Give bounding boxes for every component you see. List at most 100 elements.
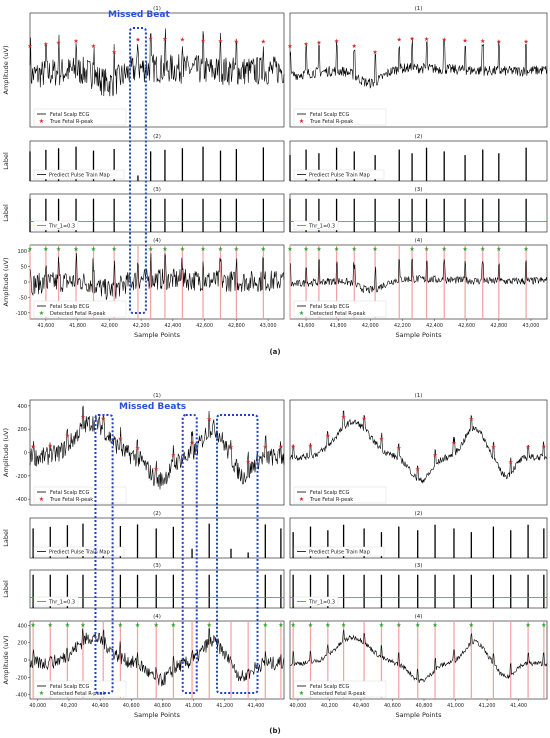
chart-b-right-panel-1-true-peak-marker: ★ bbox=[290, 444, 295, 451]
chart-a-right-panel-4-detected-peak-marker: ★ bbox=[287, 246, 292, 253]
chart-b-left-panel-3-ylabel: Label bbox=[2, 580, 10, 598]
chart-b-left-panel-4-legend-label: Detected Fetal R-peak bbox=[50, 691, 106, 697]
chart-a-missed-beat-box bbox=[129, 27, 147, 314]
chart-b-left-panel-4-ytick-label: -200 bbox=[16, 675, 27, 681]
chart-b-left-panel-4-ytick-label: 200 bbox=[17, 641, 27, 647]
chart-b-right-panel-1-true-peak-marker: ★ bbox=[541, 444, 546, 451]
chart-a-left-panel-4-ytick-label: -50 bbox=[19, 295, 27, 301]
chart-b-left-panel-4-xtick-label: 40,000 bbox=[29, 703, 46, 709]
chart-b-left-panel-1-ylabel: Amplitude (uV) bbox=[2, 428, 10, 477]
chart-a-left-panel-1-ecg-series bbox=[29, 28, 285, 97]
chart-b-right-panel-4-legend-label: Fetal Scalp ECG bbox=[310, 684, 349, 690]
chart-b-right-panel-4-detected-peak-marker: ★ bbox=[432, 622, 437, 629]
chart-b-left-panel-4-ylabel: Amplitude (uV) bbox=[2, 635, 10, 684]
chart-a-left-panel-4-detected-peak-marker: ★ bbox=[200, 246, 205, 253]
chart-b-left-panel-4-xtick-label: 41,200 bbox=[216, 703, 233, 709]
chart-b-left-panel-1-true-peak-marker: ★ bbox=[101, 416, 106, 423]
chart-a-right-panel-4-xtick-label: 41,800 bbox=[330, 323, 347, 329]
chart-b-left-panel-4-detected-peak-marker: ★ bbox=[154, 622, 159, 629]
chart-b-right-panel-3-legend-label: Thr_1=0.3 bbox=[308, 600, 335, 606]
chart-a-left-panel-4-detected-peak-marker: ★ bbox=[261, 246, 266, 253]
chart-b-left-panel-2-ylabel: Label bbox=[2, 529, 10, 547]
chart-a-right-panel-1-true-peak-marker: ★ bbox=[409, 35, 414, 42]
chart-a-right-panel-2-legend-label: Prediect Pulse Train Map bbox=[309, 173, 370, 179]
chart-b-left-panel-1-legend-box bbox=[33, 486, 127, 504]
chart-b-left-panel-1-true-peak-marker: ★ bbox=[171, 452, 176, 459]
chart-b-left-panel-2-title: (2) bbox=[153, 511, 161, 517]
chart-b-right-panel-2-legend-label: Prediect Pulse Train Map bbox=[309, 550, 370, 556]
chart-b-left-panel-1-true-peak-marker: ★ bbox=[48, 442, 53, 449]
chart-a-right-panel-1-true-peak-marker: ★ bbox=[397, 36, 402, 43]
chart-b-right-panel-2-legend: Prediect Pulse Train Map bbox=[293, 546, 385, 557]
chart-a-right-panel-1-true-peak-marker: ★ bbox=[372, 49, 377, 56]
chart-a-left-panel-1-ylabel: Amplitude (uV) bbox=[2, 45, 10, 94]
chart-a-right-panel-4-legend: Fetal Scalp ECG ★ Detected Fetal R-peak bbox=[293, 300, 387, 318]
chart-b-right-panel-4-detected-peak-marker: ★ bbox=[308, 622, 313, 629]
chart-a-right-panel-3-legend-box bbox=[293, 220, 339, 231]
chart-b-left-panel-4-ytick-label: 0 bbox=[24, 658, 27, 664]
chart-b-left-panel-4-ecg-series bbox=[29, 627, 285, 687]
chart-a-left-panel-4-detected-peak-marker: ★ bbox=[234, 246, 239, 253]
chart-b-right-panel-4-legend-label: Detected Fetal R-peak bbox=[310, 691, 366, 697]
chart-a-left-panel-1-true-peak-marker: ★ bbox=[111, 49, 116, 56]
chart-a-right-panel-4-detected-peak-marker: ★ bbox=[372, 246, 377, 253]
chart-b-right-xlabel: Sample Points bbox=[396, 711, 443, 719]
chart-b-right-panel-4-legend-star-swatch: ★ bbox=[299, 690, 304, 697]
chart-b-left-panel-4-ytick-label: 400 bbox=[17, 623, 27, 629]
chart-a-right-panel-1-true-peak-marker: ★ bbox=[303, 41, 308, 48]
chart-b-right-panel-1-title: (1) bbox=[415, 393, 423, 399]
chart-b-left-panel-4-xtick-label: 40,200 bbox=[61, 703, 78, 709]
chart-b-right-panel-1-legend: Fetal Scalp ECG ★ True Fetal R-peak bbox=[293, 486, 387, 504]
chart-b-left-panel-4-detected-peak-marker: ★ bbox=[135, 622, 140, 629]
chart-a-left-panel-4-detected-peak-marker: ★ bbox=[56, 246, 61, 253]
chart-b-left-panel-4-xtick-label: 40,600 bbox=[123, 703, 140, 709]
chart-b-left-panel-4-title: (4) bbox=[153, 614, 161, 620]
chart-a-right-panel-4-detected-peak-marker: ★ bbox=[352, 246, 357, 253]
chart-a-right-panel-1-legend: Fetal Scalp ECG ★ True Fetal R-peak bbox=[293, 108, 387, 126]
chart-a-left-panel-1-legend-box bbox=[33, 108, 127, 126]
chart-b-right-panel-1-true-peak-marker: ★ bbox=[469, 416, 474, 423]
chart-a-right-panel-1-true-peak-marker: ★ bbox=[523, 38, 528, 45]
chart-a-left-panel-4-legend-star-swatch: ★ bbox=[39, 310, 44, 317]
chart-b-left-panel-3-legend-box bbox=[33, 596, 79, 607]
chart-b-right-panel-4-ecg-series bbox=[289, 629, 548, 683]
chart-b-right-panel-1-true-peak-marker: ★ bbox=[379, 435, 384, 442]
chart-a-left-panel-3-legend: Thr_1=0.3 bbox=[33, 220, 79, 231]
chart-a-left-panel-1-true-peak-marker: ★ bbox=[91, 43, 96, 50]
chart-b-left-panel-4-ytick-label: -400 bbox=[16, 693, 27, 699]
chart-b-missed-beat-box bbox=[94, 414, 114, 694]
chart-b-right-panel-4-xtick-label: 41,200 bbox=[479, 703, 496, 709]
chart-b-left-panel-1-true-peak-marker: ★ bbox=[30, 444, 35, 451]
chart-a-right-panel-4-detected-peak-marker: ★ bbox=[316, 246, 321, 253]
chart-b-right-panel-1-true-peak-marker: ★ bbox=[341, 414, 346, 421]
chart-a-left-panel-4-legend: Fetal Scalp ECG ★ Detected Fetal R-peak bbox=[33, 300, 127, 318]
chart-a-right-panel-4-detected-peak-marker: ★ bbox=[303, 246, 308, 253]
chart-a-right-panel-1-ecg-series bbox=[289, 39, 548, 89]
chart-a-right-panel-4-ecg-series bbox=[289, 258, 548, 294]
chart-b-right-panel-1-ecg-series bbox=[289, 410, 548, 484]
chart-b-left-panel-3-legend: Thr_1=0.3 bbox=[33, 596, 79, 607]
chart-b-left-panel-1-ytick-label: 200 bbox=[17, 427, 27, 433]
chart-b-left-xlabel: Sample Points bbox=[134, 711, 181, 719]
chart-b-left-panel-1-ytick-label: 400 bbox=[17, 404, 27, 410]
chart-a-left-panel-1-true-peak-marker: ★ bbox=[180, 37, 185, 44]
chart-b-left-panel-1-ytick-label: -400 bbox=[16, 497, 27, 503]
chart-b-left-panel-4-legend-label: Fetal Scalp ECG bbox=[50, 684, 89, 690]
chart-a-left-panel-4-ytick-label: 50 bbox=[21, 265, 27, 271]
chart-b-left-panel-4-xtick-label: 40,400 bbox=[92, 703, 109, 709]
chart-b-left-panel-1-legend-star-swatch: ★ bbox=[39, 496, 44, 503]
chart-a-right-panel-3-legend-label: Thr_1=0.3 bbox=[308, 224, 335, 230]
chart-a-right-panel-4-xtick-label: 42,400 bbox=[426, 323, 443, 329]
chart-a-left-panel-4-legend-label: Fetal Scalp ECG bbox=[50, 304, 89, 310]
chart-b-left-panel-4-legend-box bbox=[33, 680, 127, 698]
chart-b-left-panel-1-ecg-series bbox=[29, 405, 285, 490]
chart-a-right-panel-3-title: (3) bbox=[415, 187, 423, 193]
chart-b-right-panel-4-detected-peak-marker: ★ bbox=[341, 622, 346, 629]
chart-a-left-panel-4-detected-peak-marker: ★ bbox=[27, 246, 32, 253]
chart-b-left-panel-1-true-peak-marker: ★ bbox=[228, 444, 233, 451]
chart-b-left-panel-1-true-peak-marker: ★ bbox=[245, 459, 250, 466]
chart-b-left-panel-4-detected-peak-marker: ★ bbox=[263, 622, 268, 629]
chart-a-left-panel-1-title: (1) bbox=[153, 6, 161, 12]
chart-b-right-panel-4-detected-peak-marker: ★ bbox=[379, 622, 384, 629]
